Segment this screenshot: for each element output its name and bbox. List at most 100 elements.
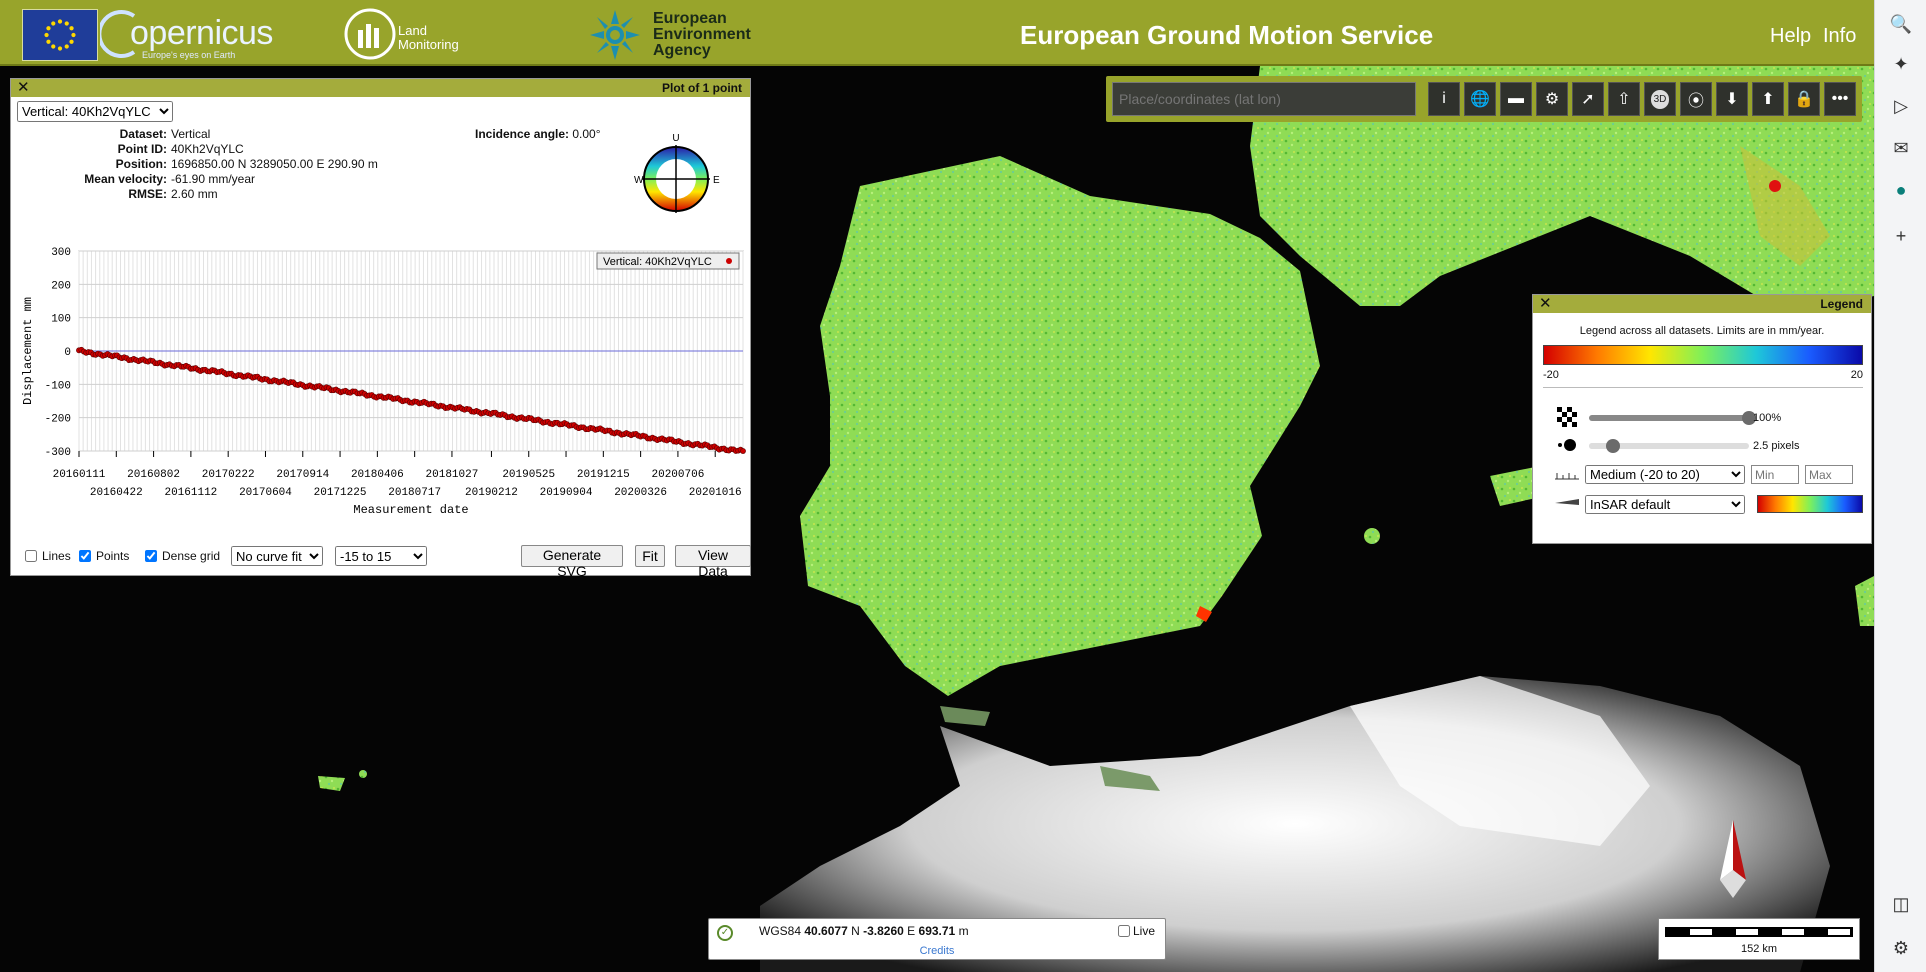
info-link[interactable]: Info [1823,25,1857,47]
dense-grid-toggle[interactable]: Dense grid [145,549,220,563]
close-icon[interactable]: ✕ [17,79,30,96]
globe-icon[interactable]: 🌐 [1464,82,1496,116]
upload-icon[interactable]: ⬆ [1752,82,1784,116]
info-value: Vertical [171,127,211,141]
search-icon[interactable]: 🔍 [1889,13,1913,34]
browser-sidebar: 🔍 ✦ ▷ ✉ ● + ◫ ⚙ [1874,0,1926,972]
info-key: Dataset: [119,127,167,141]
place-search-input[interactable] [1112,82,1416,116]
plus-icon[interactable]: + [1895,225,1907,246]
palette-icon [1555,499,1579,505]
iberia-motion-layer [800,156,1320,696]
direction-compass: U W E [634,133,720,213]
data-point [740,448,746,454]
sidebar-icon[interactable]: ◫ [1892,893,1910,914]
ruler-icon[interactable]: ▬ [1500,82,1532,116]
curve-fit-select[interactable]: No curve fit [231,546,323,566]
legend-title: Legend [1820,297,1863,311]
x-tick-label: 20170222 [202,469,255,481]
point-size-slider[interactable] [1589,439,1749,453]
app-header: opernicus Europe's eyes on Earth Land Mo… [0,0,1874,66]
max-input[interactable] [1805,465,1853,484]
copernicus-wordmark: opernicus [130,14,273,52]
sharepoint-icon[interactable]: ● [1895,179,1907,200]
coordinates-readout: ✓ WGS84 40.6077 N -3.8260 E 693.71 m Liv… [708,918,1166,960]
generate-svg-button[interactable]: Generate SVG [521,545,623,579]
y-tick-label: 200 [51,280,71,292]
check-icon: ✓ [717,925,733,941]
compass-e: E [713,175,720,186]
eea-logo-icon [590,10,640,60]
coordinates-text: WGS84 40.6077 N -3.8260 E 693.71 m [759,924,969,938]
polygon-icon[interactable]: ⦿ [1680,82,1712,116]
close-icon[interactable]: ✕ [1539,295,1552,312]
info-value: 1696850.00 N 3289050.00 E 290.90 m [171,157,378,171]
x-tick-label: 20190525 [502,469,555,481]
opacity-icon [1557,407,1577,427]
outlook-icon[interactable]: ✉ [1893,137,1909,158]
point-size-value: 2.5 pixels [1753,440,1800,452]
credits-link[interactable]: Credits [919,945,955,957]
share-icon[interactable]: ⇧ [1608,82,1640,116]
min-input[interactable] [1751,465,1799,484]
range-select[interactable]: -15 to 15 [335,546,427,566]
x-tick-label: 20190904 [540,487,593,499]
settings-icon[interactable]: ⚙ [1892,937,1910,958]
land-monitoring-label: Land Monitoring [398,23,459,52]
download-icon[interactable]: ⬇ [1716,82,1748,116]
info-key: RMSE: [128,187,167,201]
sparkle-icon[interactable]: ✦ [1893,53,1909,74]
france-italy-motion-layer [1250,66,1874,316]
x-tick-label: 20200326 [614,487,667,499]
info-value: -61.90 mm/year [171,172,256,186]
limits-select[interactable]: Medium (-20 to 20) [1585,465,1745,484]
eu-flag-logo [22,9,98,61]
more-icon[interactable]: ••• [1824,82,1856,116]
x-tick-label: 20160422 [90,487,143,499]
plot-controls: Lines Points Dense grid No curve fit -15… [23,545,751,579]
color-ramp [1543,345,1863,365]
points-toggle[interactable]: Points [79,549,129,563]
3d-icon[interactable]: 3D [1644,82,1676,116]
x-tick-label: 20160111 [53,469,106,481]
x-tick-label: 20170604 [239,487,292,499]
ramp-min-label: -20 [1543,369,1559,381]
map-view[interactable] [0,66,1874,972]
island-patch [318,776,345,791]
info-key: Point ID: [117,142,167,156]
y-tick-label: 300 [51,247,71,259]
ramp-max-label: 20 [1850,369,1863,381]
fit-button[interactable]: Fit [635,545,665,567]
info-value: 40Kh2VqYLC [171,142,244,156]
balearic-islands [1490,466,1545,506]
displacement-chart: 300 200 100 0 -100 -200 -300 20160111 20160802 20… [21,247,746,517]
compass-icon[interactable]: ➚ [1572,82,1604,116]
info-icon[interactable]: i [1428,82,1460,116]
lock-icon[interactable]: 🔒 [1788,82,1820,116]
x-tick-label: 20200706 [652,469,705,481]
help-link[interactable]: Help [1770,25,1812,47]
live-toggle[interactable]: Live [1117,924,1155,938]
opacity-slider[interactable] [1589,411,1756,425]
point-size-icon [1558,439,1576,451]
info-value: 2.60 mm [171,187,218,201]
x-axis-label: Measurement date [353,503,468,517]
play-icon[interactable]: ▷ [1894,95,1908,116]
y-tick-label: 100 [51,314,71,326]
page-title: European Ground Motion Service [1020,20,1434,50]
plot-panel-title: Plot of 1 point [662,81,742,95]
scale-bar: 152 km [1658,918,1860,960]
info-key: Mean velocity: [84,172,167,186]
opacity-value: 100% [1753,412,1782,424]
land-monitoring-icon [344,8,396,60]
palette-select[interactable]: InSAR default [1585,495,1745,514]
y-tick-label: 0 [64,347,71,359]
settings-icon[interactable]: ⚙ [1536,82,1568,116]
view-data-button[interactable]: View Data [675,545,751,579]
x-tick-label: 20171225 [314,487,367,499]
x-tick-label: 20201016 [689,487,742,499]
lines-toggle[interactable]: Lines [25,549,71,563]
legend-marker [726,258,732,264]
dataset-select[interactable]: Vertical: 40Kh2VqYLC [17,101,173,122]
north-arrow-icon [1720,820,1746,898]
